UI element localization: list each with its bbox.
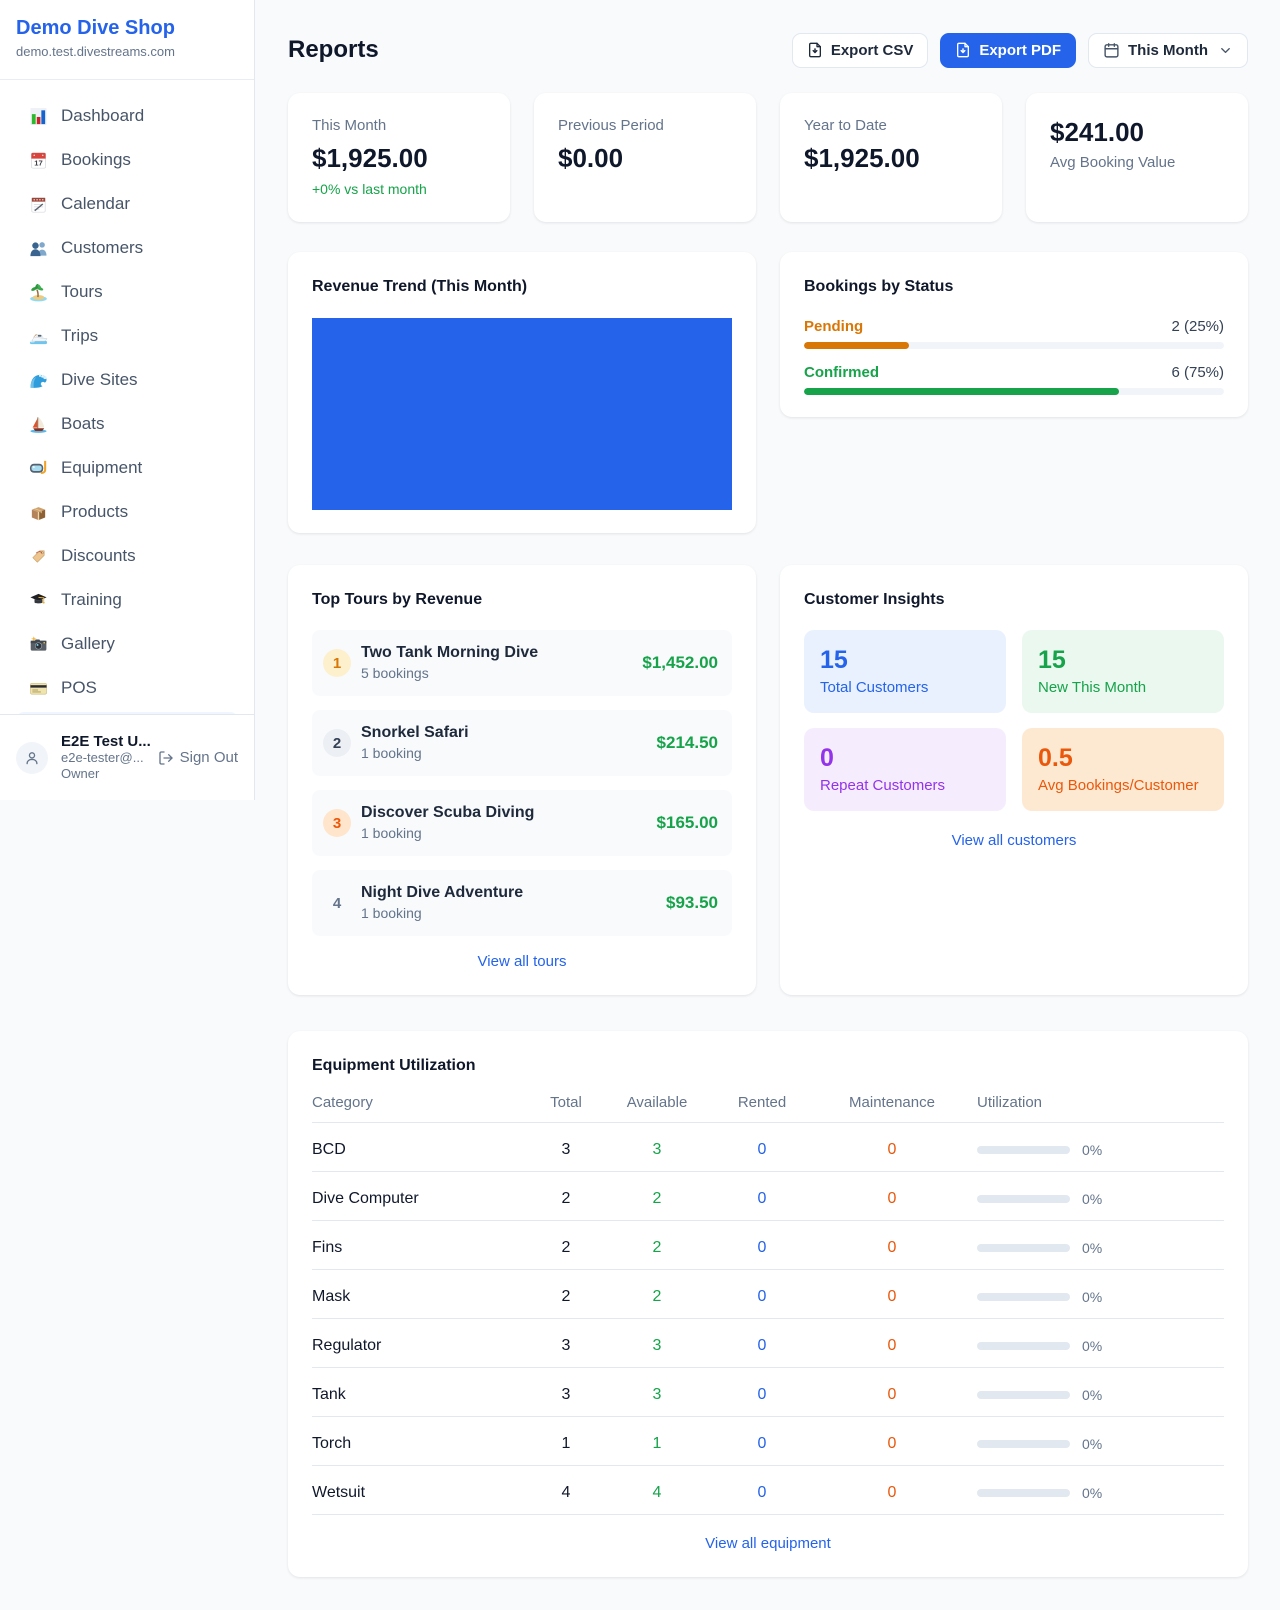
svg-text:17: 17 xyxy=(34,158,42,167)
